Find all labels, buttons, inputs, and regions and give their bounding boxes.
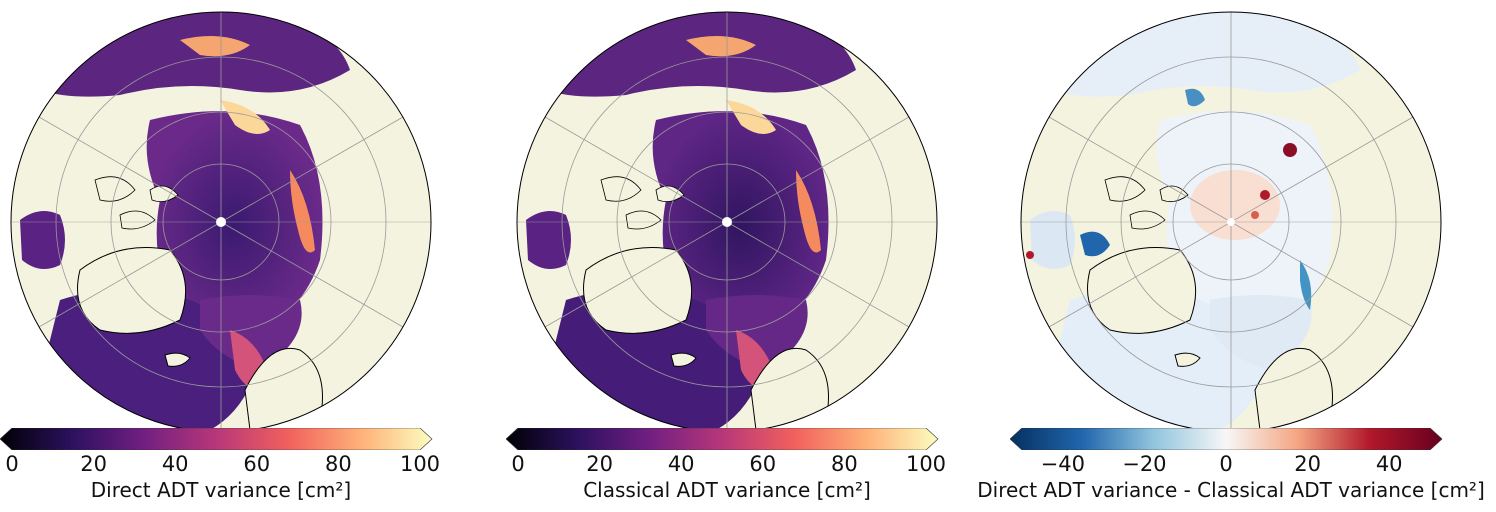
- colorbar-classical: [506, 428, 939, 450]
- colorbar-difference: [1010, 428, 1443, 450]
- hudson-bay: [526, 211, 571, 269]
- iceland: [670, 352, 697, 367]
- colorbar-tick-label: 20: [80, 452, 107, 476]
- hudson-bay: [20, 211, 65, 269]
- colorbar-tick-label: 0: [511, 452, 525, 476]
- polar-map-difference: [1020, 11, 1442, 430]
- arctic-ocean: [652, 111, 829, 340]
- nordic-seas: [1210, 295, 1312, 370]
- colorbar-tick-label: 20: [1294, 452, 1321, 476]
- colorbar-tick-label: 40: [161, 452, 189, 476]
- arctic-ocean: [146, 111, 323, 340]
- nordic-seas: [706, 295, 808, 370]
- north-pacific: [546, 12, 856, 97]
- polar-map-classical: [516, 11, 938, 430]
- colorbar-tick-label: 60: [243, 452, 271, 476]
- iceland: [164, 352, 191, 367]
- polar-map-direct: [10, 11, 432, 430]
- colorbar-tick-label: 20: [586, 452, 613, 476]
- colorbar-tick-label: 40: [667, 452, 695, 476]
- colorbar-tick-label: 40: [1375, 452, 1403, 476]
- colorbar-tick-label: 80: [325, 452, 352, 476]
- map-boundary: [1020, 11, 1442, 430]
- colorbar-tick-label: 0: [1219, 452, 1233, 476]
- north-pacific: [1050, 12, 1360, 97]
- colorbar-tick-label: 100: [905, 452, 947, 476]
- colorbar-label-difference: Direct ADT variance - Classical ADT vari…: [977, 478, 1485, 502]
- colorbar-tick-label: 0: [5, 452, 19, 476]
- nordic-seas: [200, 295, 302, 370]
- panel-classical: 0 20 40 60 80 100 Classical ADT variance [cm²…: [506, 0, 946, 512]
- colorbar-tick-label: 100: [399, 452, 441, 476]
- map-boundary: [516, 11, 938, 430]
- colorbar-label-direct: Direct ADT variance [cm²]: [90, 478, 352, 502]
- colorbar-tick-label: 60: [749, 452, 777, 476]
- panel-difference: −40 −20 0 20 40 Direct ADT variance - Classi…: [977, 0, 1485, 512]
- north-pacific: [40, 12, 350, 97]
- colorbar-tick-label: −40: [1040, 452, 1085, 476]
- colorbar-label-classical: Classical ADT variance [cm²]: [583, 478, 871, 502]
- colorbar-tick-label: 80: [831, 452, 858, 476]
- iceland: [1174, 352, 1201, 367]
- colorbar-direct: [0, 428, 433, 450]
- panel-direct: 0 20 40 60 80 100 Direct ADT variance [cm²]: [0, 0, 440, 512]
- colorbar-tick-label: −20: [1122, 452, 1167, 476]
- map-boundary: [10, 11, 432, 430]
- hudson-bay: [1030, 211, 1075, 269]
